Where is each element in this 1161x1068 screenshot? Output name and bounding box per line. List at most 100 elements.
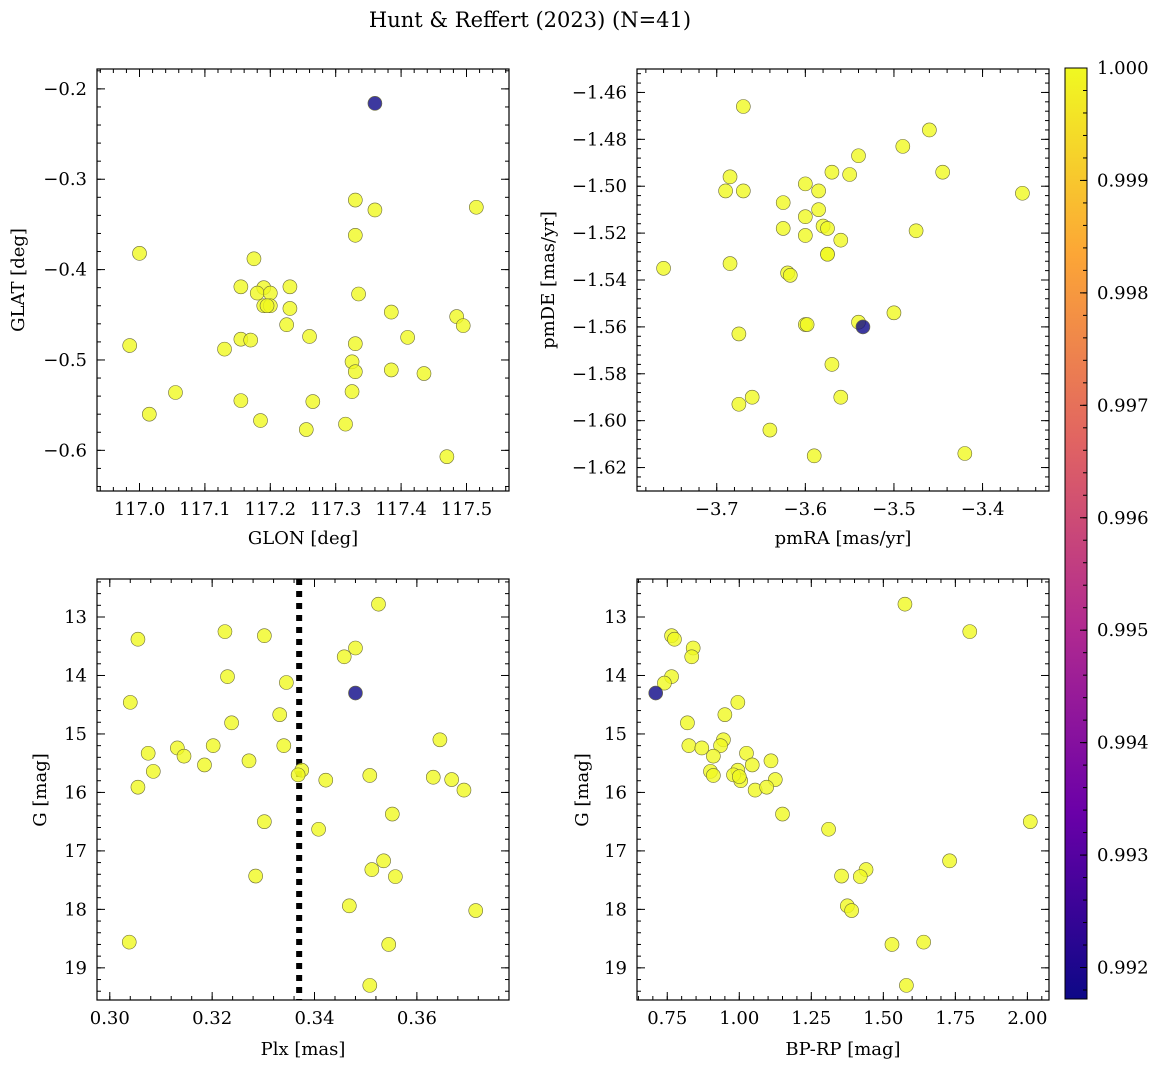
data-point: [257, 628, 272, 644]
data-point: [383, 362, 399, 378]
data-point: [899, 978, 914, 993]
plot-frame: [96, 578, 510, 1001]
data-point: [798, 209, 813, 224]
y-tick-label: −0.2: [43, 79, 87, 100]
plot-frame: [636, 68, 1050, 492]
data-point: [935, 164, 950, 180]
colorbar-tick-label: 0.996: [1097, 508, 1149, 529]
data-point: [290, 767, 306, 783]
y-tick-label: −0.3: [43, 169, 87, 190]
data-point: [140, 745, 156, 761]
data-point: [279, 675, 294, 690]
data-point: [233, 393, 249, 408]
data-point: [775, 806, 790, 822]
y-tick-label: −1.50: [572, 176, 627, 197]
data-point: [759, 779, 774, 795]
x-axis-label: BP-RP [mag]: [785, 1039, 900, 1060]
data-point: [775, 221, 791, 236]
x-tick-label: 0.36: [397, 1008, 437, 1029]
data-point: [243, 332, 258, 348]
data-point: [908, 223, 924, 239]
data-point: [667, 631, 682, 647]
data-point: [132, 246, 147, 261]
data-point: [249, 285, 265, 301]
data-point: [338, 416, 353, 432]
data-point: [842, 167, 857, 182]
panel-glon-glat: GLON [deg] GLAT [deg] 117.0 117.1 117.2 117…: [8, 68, 510, 549]
data-point: [684, 649, 700, 665]
y-tick-label: −1.62: [572, 458, 627, 479]
data-point: [798, 176, 813, 192]
x-axis-label: pmRA [mas/yr]: [775, 528, 912, 549]
y-tick-label: −1.54: [572, 270, 627, 291]
data-point: [844, 903, 859, 918]
data-point: [731, 326, 747, 342]
data-point: [348, 192, 363, 208]
data-point: [279, 317, 294, 333]
data-point: [821, 821, 836, 837]
data-point: [736, 99, 751, 114]
data-point: [455, 318, 471, 333]
data-point: [739, 745, 754, 761]
x-tick-label: 117.0: [114, 499, 166, 520]
y-axis-label: GLAT [deg]: [8, 228, 29, 332]
data-point: [468, 903, 484, 918]
y-tick-label: −0.5: [43, 350, 87, 371]
data-point: [246, 251, 262, 267]
data-point: [1022, 814, 1038, 829]
data-point: [806, 448, 822, 464]
y-axis-label: pmDE [mas/yr]: [538, 211, 559, 349]
y-tick-label: −1.58: [572, 364, 627, 385]
data-point: [886, 305, 902, 321]
data-point: [648, 685, 664, 701]
data-point: [852, 869, 868, 884]
panel-plx-g: Plx [mas] G [mag] 0.30 0.32 0.34 0.36 13 14 15…: [30, 578, 510, 1060]
data-point: [130, 631, 146, 647]
data-point: [367, 96, 383, 111]
data-point: [248, 868, 263, 884]
data-point: [416, 366, 432, 381]
x-axis-label: GLON [deg]: [248, 528, 358, 549]
data-point: [717, 707, 733, 722]
x-tick-label: 0.75: [647, 1008, 687, 1029]
data-point: [381, 937, 397, 952]
colorbar: 0.992 0.993 0.994 0.995 0.996 0.997 0.998 0.999…: [1064, 58, 1149, 1000]
data-point: [298, 422, 314, 437]
data-point: [469, 199, 484, 215]
y-tick-label: −1.46: [572, 82, 627, 103]
data-point: [348, 685, 363, 701]
data-point: [121, 934, 137, 950]
data-point: [168, 385, 183, 400]
y-tick-label: −1.60: [572, 411, 627, 432]
y-tick-label: 13: [64, 607, 87, 628]
data-point: [775, 195, 791, 210]
y-tick-label: 19: [64, 958, 87, 979]
x-tick-label: 117.5: [441, 499, 493, 520]
x-tick-label: 117.3: [310, 499, 362, 520]
data-point: [122, 695, 138, 710]
plot-frame: [96, 68, 510, 492]
data-point: [736, 183, 751, 199]
y-tick-label: 15: [604, 724, 627, 745]
data-point: [362, 978, 378, 993]
data-point: [302, 329, 317, 344]
data-point: [253, 413, 268, 428]
data-point: [130, 779, 146, 795]
colorbar-tick-label: 1.000: [1097, 58, 1149, 79]
y-axis-label: G [mag]: [30, 753, 51, 826]
data-point: [233, 279, 249, 295]
x-tick-label: 2.00: [1007, 1008, 1047, 1029]
data-point: [362, 768, 378, 783]
data-point: [1015, 185, 1030, 201]
data-point: [718, 183, 733, 199]
y-tick-label: 16: [604, 782, 627, 803]
data-point: [305, 394, 321, 409]
data-point: [176, 748, 192, 764]
data-point: [425, 769, 441, 785]
data-point: [916, 934, 931, 950]
data-point: [259, 298, 275, 314]
colorbar-tick-label: 0.997: [1097, 395, 1149, 416]
data-point: [798, 228, 813, 243]
data-point: [439, 449, 455, 464]
